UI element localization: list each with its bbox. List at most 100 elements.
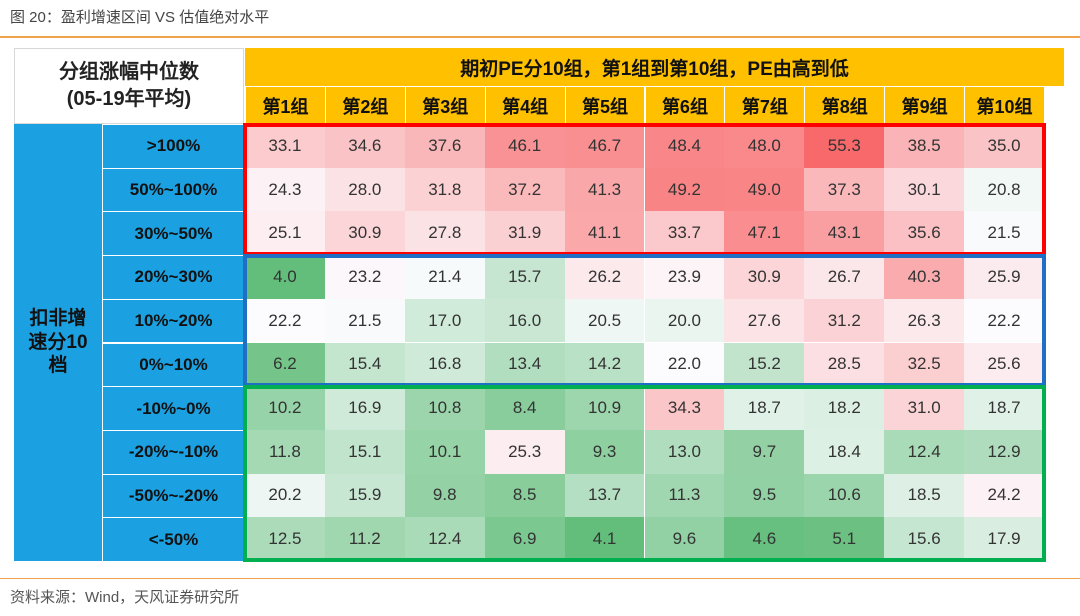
table-cell: 25.1	[245, 211, 325, 256]
column-header-group-2: 第2组	[324, 87, 405, 124]
row-header-3: 30%~50%	[102, 211, 244, 256]
table-cell: 31.8	[404, 167, 485, 212]
table-cell: 18.5	[884, 473, 965, 518]
table-cell: 27.8	[404, 211, 485, 256]
table-cell: 12.4	[404, 517, 485, 561]
table-cell: 6.9	[484, 517, 565, 561]
table-cell: 28.5	[804, 342, 885, 387]
table-cell: 10.9	[564, 386, 645, 430]
table-cell: 10.2	[245, 386, 325, 430]
table-cell: 17.9	[964, 517, 1044, 561]
table-cell: 49.2	[644, 167, 725, 212]
table-cell: 8.5	[484, 473, 565, 518]
column-header-group-9: 第9组	[884, 87, 965, 124]
table-cell: 27.6	[724, 298, 805, 343]
row-header-6: 0%~10%	[102, 342, 244, 387]
row-header-1: >100%	[102, 124, 244, 168]
column-header-group-10: 第10组	[964, 87, 1044, 124]
table-cell: 22.0	[644, 342, 725, 387]
figure-title: 图 20：盈利增速区间 VS 估值绝对水平	[10, 9, 270, 26]
table-cell: 18.7	[724, 386, 805, 430]
table-cell: 26.3	[884, 298, 965, 343]
table-cell: 6.2	[245, 342, 325, 387]
table-cell: 9.6	[644, 517, 725, 561]
table-cell: 48.4	[644, 124, 725, 168]
table-cell: 38.5	[884, 124, 965, 168]
table-cell: 49.0	[724, 167, 805, 212]
row-header-5: 10%~20%	[102, 298, 244, 343]
side-label-line-2: 速分10	[28, 331, 88, 353]
table-cell: 15.6	[884, 517, 965, 561]
table-cell: 55.3	[804, 124, 885, 168]
table-cell: 5.1	[804, 517, 885, 561]
table-cell: 11.3	[644, 473, 725, 518]
table-cell: 14.2	[564, 342, 645, 387]
column-header-group-5: 第5组	[564, 87, 645, 124]
table-cell: 24.3	[245, 167, 325, 212]
table-cell: 20.2	[245, 473, 325, 518]
bottom-rule	[0, 578, 1080, 579]
table-cell: 22.2	[245, 298, 325, 343]
table-cell: 12.5	[245, 517, 325, 561]
row-header-9: -50%~-20%	[102, 473, 244, 518]
table-cell: 40.3	[884, 255, 965, 299]
table-cell: 9.7	[724, 429, 805, 474]
table-cell: 17.0	[404, 298, 485, 343]
table-cell: 15.7	[484, 255, 565, 299]
table-cell: 34.6	[324, 124, 405, 168]
table-cell: 25.6	[964, 342, 1044, 387]
table-cell: 22.2	[964, 298, 1044, 343]
side-label: 扣非增 速分10 档	[14, 124, 102, 561]
table-cell: 20.0	[644, 298, 725, 343]
table-cell: 12.9	[964, 429, 1044, 474]
table-cell: 4.6	[724, 517, 805, 561]
table-cell: 46.7	[564, 124, 645, 168]
table-cell: 10.6	[804, 473, 885, 518]
side-label-line-1: 扣非增	[29, 307, 87, 329]
table-cell: 24.2	[964, 473, 1044, 518]
table-cell: 23.9	[644, 255, 725, 299]
table-cell: 26.7	[804, 255, 885, 299]
column-header-group-1: 第1组	[245, 87, 325, 124]
table-cell: 32.5	[884, 342, 965, 387]
table-cell: 9.8	[404, 473, 485, 518]
row-header-7: -10%~0%	[102, 386, 244, 430]
table-cell: 30.1	[884, 167, 965, 212]
table-cell: 33.7	[644, 211, 725, 256]
column-header-group-8: 第8组	[804, 87, 885, 124]
table-cell: 47.1	[724, 211, 805, 256]
table-cell: 46.1	[484, 124, 565, 168]
source-note: 资料来源：Wind，天风证券研究所	[10, 589, 240, 606]
table-cell: 12.4	[884, 429, 965, 474]
table-cell: 23.2	[324, 255, 405, 299]
table-cell: 15.9	[324, 473, 405, 518]
column-header-group-7: 第7组	[724, 87, 805, 124]
table-cell: 18.2	[804, 386, 885, 430]
table-cell: 21.4	[404, 255, 485, 299]
table-cell: 9.3	[564, 429, 645, 474]
table-cell: 15.2	[724, 342, 805, 387]
table-cell: 20.5	[564, 298, 645, 343]
table-cell: 37.3	[804, 167, 885, 212]
table-cell: 13.7	[564, 473, 645, 518]
table-cell: 25.9	[964, 255, 1044, 299]
table-cell: 33.1	[245, 124, 325, 168]
table-cell: 31.9	[484, 211, 565, 256]
table-cell: 30.9	[724, 255, 805, 299]
table-cell: 43.1	[804, 211, 885, 256]
table-cell: 25.3	[484, 429, 565, 474]
table-cell: 16.8	[404, 342, 485, 387]
table-cell: 16.0	[484, 298, 565, 343]
row-header-2: 50%~100%	[102, 167, 244, 212]
table-cell: 37.6	[404, 124, 485, 168]
table-cell: 18.4	[804, 429, 885, 474]
top-rule	[0, 36, 1080, 38]
table-cell: 13.4	[484, 342, 565, 387]
table-cell: 4.0	[245, 255, 325, 299]
table-cell: 35.0	[964, 124, 1044, 168]
row-header-4: 20%~30%	[102, 255, 244, 299]
table-cell: 21.5	[324, 298, 405, 343]
table-cell: 10.1	[404, 429, 485, 474]
table-cell: 34.3	[644, 386, 725, 430]
table-cell: 37.2	[484, 167, 565, 212]
